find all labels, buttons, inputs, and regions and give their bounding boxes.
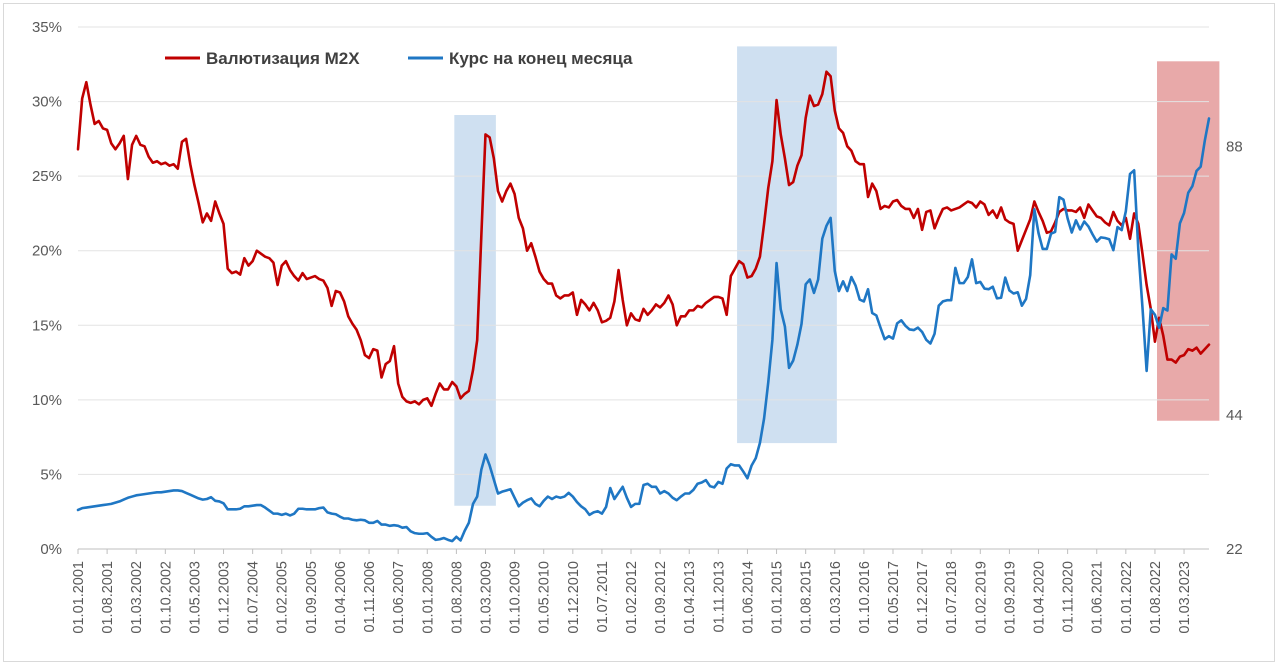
x-tick-label: 01.11.2013	[711, 561, 727, 633]
x-tick-label: 01.03.2016	[828, 561, 844, 634]
y-left-tick-label: 5%	[40, 466, 62, 483]
x-tick-label: 01.08.2008	[449, 561, 465, 634]
x-tick-label: 01.08.2015	[799, 561, 815, 634]
x-tick-label: 01.01.2022	[1119, 561, 1135, 634]
x-tick-label: 01.03.2002	[129, 561, 145, 634]
x-tick-label: 01.11.2020	[1061, 561, 1077, 633]
x-tick-label: 01.07.2011	[595, 561, 611, 633]
chart-frame	[3, 3, 1275, 662]
x-tick-label: 01.02.2012	[624, 561, 640, 634]
y-left-tick-label: 25%	[32, 168, 62, 185]
x-tick-label: 01.09.2019	[1002, 561, 1018, 634]
x-tick-label: 01.12.2017	[915, 561, 931, 634]
x-tick-label: 01.07.2018	[944, 561, 960, 634]
x-tick-label: 01.04.2020	[1032, 561, 1048, 634]
y-right-tick-label: 22	[1226, 541, 1243, 558]
legend-label-m2x: Валютизация M2X	[206, 49, 360, 68]
series-line-m2x	[76, 70, 1211, 408]
x-tick-label: 01.05.2017	[886, 561, 902, 634]
x-tick-label: 01.12.2010	[566, 561, 582, 634]
series-line-rate	[76, 117, 1211, 543]
gridlines	[78, 26, 1209, 550]
x-tick-label: 01.01.2008	[420, 561, 436, 634]
x-tick-label: 01.10.2016	[857, 561, 873, 634]
x-tick-label: 01.09.2012	[653, 561, 669, 634]
x-tick-label: 01.10.2002	[158, 561, 174, 634]
highlight-band-2	[737, 46, 837, 444]
y-right-tick-label: 88	[1226, 139, 1243, 156]
x-tick-label: 01.01.2001	[71, 561, 87, 634]
x-tick-label: 01.03.2009	[478, 561, 494, 634]
x-tick-label: 01.06.2007	[391, 561, 407, 634]
left-axis-ticks: 0% 5% 10% 15% 20% 25% 30% 35%	[32, 19, 62, 558]
x-tick-label: 01.12.2003	[217, 561, 233, 634]
x-tick-label: 01.03.2023	[1177, 561, 1193, 634]
y-left-tick-label: 30%	[32, 94, 62, 111]
x-tick-label: 01.01.2015	[770, 561, 786, 634]
x-tick-label: 01.05.2003	[187, 561, 203, 634]
legend: Валютизация M2X Курс на конец месяца	[165, 49, 633, 68]
x-tick-label: 01.07.2004	[246, 561, 262, 634]
x-tick-label: 01.06.2014	[740, 561, 756, 634]
x-tick-label: 01.10.2009	[508, 561, 524, 634]
legend-label-rate: Курс на конец месяца	[449, 49, 633, 68]
x-tick-label: 01.11.2006	[362, 561, 378, 633]
y-left-tick-label: 15%	[32, 317, 62, 334]
series-lines	[76, 70, 1211, 543]
y-left-tick-label: 0%	[40, 541, 62, 558]
y-left-tick-label: 10%	[32, 392, 62, 409]
x-tick-label: 01.08.2022	[1148, 561, 1164, 634]
y-right-tick-label: 44	[1226, 407, 1243, 424]
y-left-tick-label: 35%	[32, 19, 62, 36]
x-tick-label: 01.02.2019	[973, 561, 989, 634]
highlight-bands	[454, 46, 1220, 506]
y-left-tick-label: 20%	[32, 243, 62, 260]
x-tick-label: 01.02.2005	[275, 561, 291, 634]
highlight-band-3	[1157, 61, 1220, 421]
x-tick-label: 01.08.2001	[100, 561, 116, 634]
x-tick-label: 01.04.2013	[682, 561, 698, 634]
x-tick-label: 01.09.2005	[304, 561, 320, 634]
x-axis-ticks: 01.01.2001 01.08.2001 01.03.2002 01.10.2002…	[71, 549, 1193, 634]
highlight-band-1	[454, 114, 496, 506]
right-axis-ticks: 22 44 88	[1226, 139, 1243, 558]
x-tick-label: 01.06.2021	[1090, 561, 1106, 634]
x-tick-label: 01.04.2006	[333, 561, 349, 634]
x-tick-label: 01.05.2010	[537, 561, 553, 634]
